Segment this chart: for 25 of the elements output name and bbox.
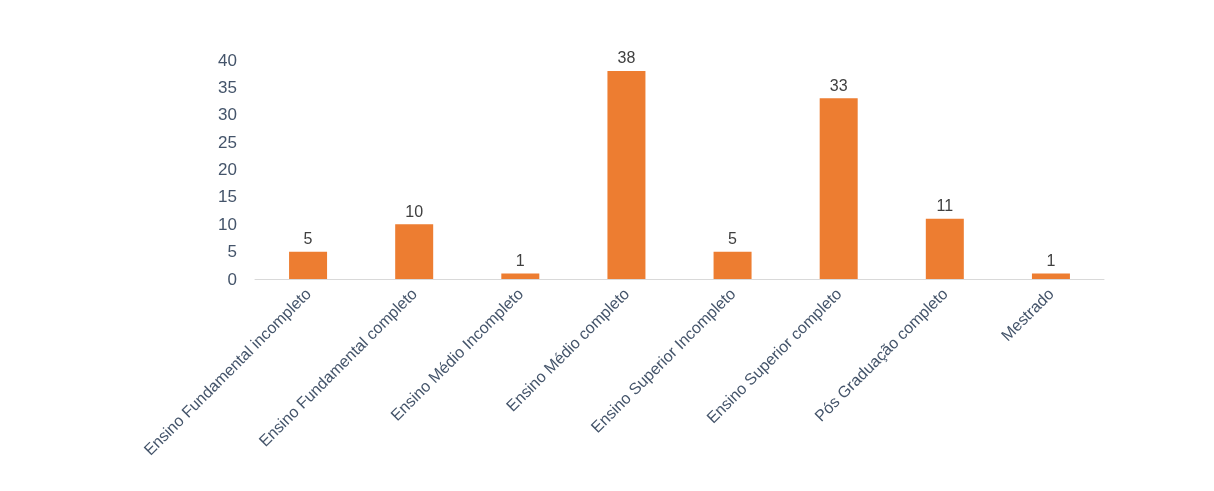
data-label: 38 xyxy=(617,49,636,67)
y-tick-label: 15 xyxy=(218,187,237,207)
y-tick-label: 0 xyxy=(227,269,237,289)
bar xyxy=(1031,273,1070,279)
bar xyxy=(925,218,964,279)
data-label: 5 xyxy=(728,230,738,248)
y-tick-label: 10 xyxy=(218,214,237,234)
data-label: 11 xyxy=(936,197,954,215)
data-label: 1 xyxy=(1046,252,1056,270)
y-tick-label: 30 xyxy=(218,105,237,125)
bar xyxy=(501,273,540,279)
bar xyxy=(819,98,858,279)
y-tick-label: 5 xyxy=(227,242,237,262)
bar xyxy=(713,251,752,279)
y-tick-label: 25 xyxy=(218,132,237,152)
y-tick-label: 40 xyxy=(218,50,237,70)
data-label: 5 xyxy=(303,230,313,248)
y-tick-label: 20 xyxy=(218,160,237,179)
data-label: 33 xyxy=(829,76,848,94)
data-label: 1 xyxy=(515,252,525,270)
bar xyxy=(289,251,328,279)
data-label: 10 xyxy=(405,202,424,220)
bar xyxy=(395,224,434,279)
y-tick-label: 35 xyxy=(218,77,237,97)
bar xyxy=(607,70,646,279)
